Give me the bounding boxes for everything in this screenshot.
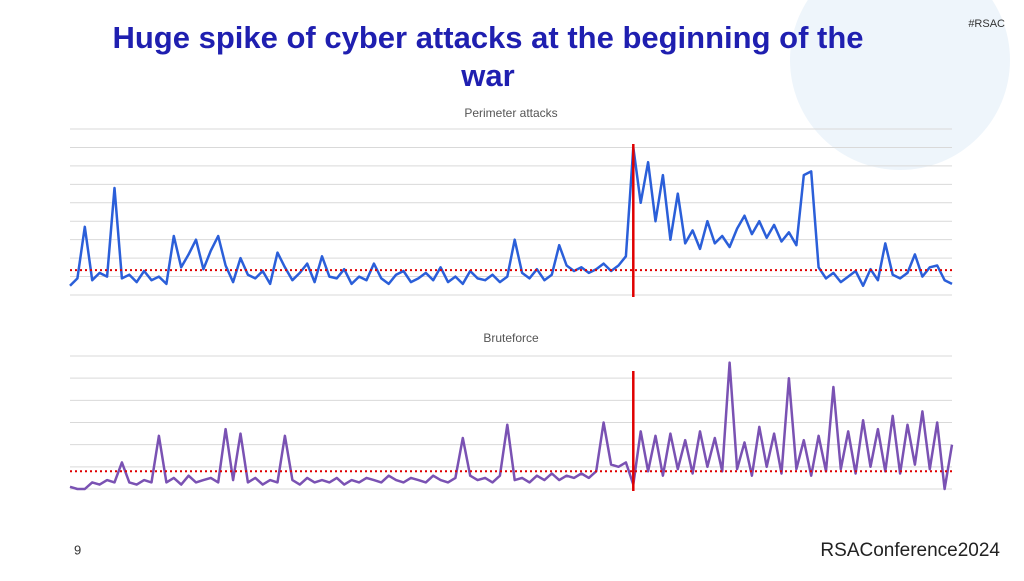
slide-title: Huge spike of cyber attacks at the begin… bbox=[112, 20, 863, 93]
data-line bbox=[69, 361, 954, 491]
data-line bbox=[69, 146, 953, 288]
page-number: 9 bbox=[74, 542, 81, 557]
slide-tag: #RSAC bbox=[968, 18, 1005, 30]
logo: RSAConference2024 bbox=[820, 540, 1000, 561]
background-decoration bbox=[790, 0, 1010, 170]
chart-title: Perimeter attacks bbox=[464, 106, 557, 120]
chart-title: Bruteforce bbox=[483, 331, 539, 345]
